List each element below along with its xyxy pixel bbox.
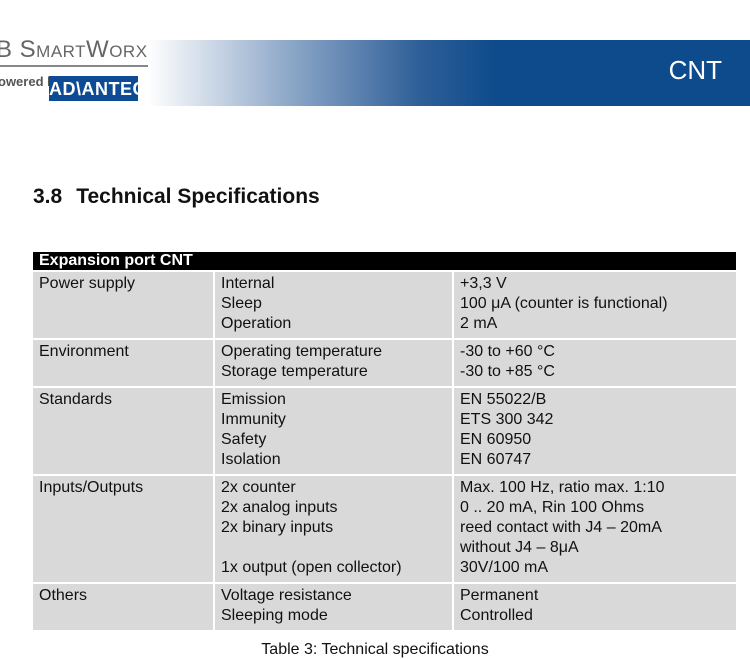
parameter-label: 2x analog inputs	[221, 499, 338, 516]
value-label: EN 60747	[460, 451, 532, 468]
parameter-cell: Internal Sleep Operation	[215, 272, 454, 338]
table-row: Inputs/Outputs 2x counter 2x analog inputs…	[33, 476, 736, 582]
value-label: ETS 300 342	[460, 411, 554, 428]
value-label: EN 60950	[460, 431, 532, 448]
parameter-cell: 2x counter 2x analog inputs 2x binary inpu…	[215, 476, 454, 582]
value-label: 2 mA	[460, 315, 498, 332]
parameter-label: Operating temperature	[221, 343, 382, 360]
category-label: Others	[39, 587, 88, 604]
powered-by-text: owered by	[0, 74, 63, 89]
header-banner: CNT	[148, 40, 750, 106]
value-label: Permanent	[460, 587, 539, 604]
advantech-logo: AD\ANTECH	[49, 76, 159, 101]
parameter-cell: Operating temperature Storage temperature	[215, 340, 454, 386]
table-row: Environment Operating temperature Storage …	[33, 340, 736, 386]
value-label: +3,3 V	[460, 275, 507, 292]
value-cell: EN 55022/B ETS 300 342 EN 60950 EN 60747	[454, 388, 736, 474]
parameter-label: Storage temperature	[221, 363, 368, 380]
logo-divider	[0, 65, 200, 67]
category-cell: Others	[33, 584, 215, 630]
value-cell: +3,3 V 100 μA (counter is functional) 2 mA	[454, 272, 736, 338]
category-label: Standards	[39, 391, 112, 408]
parameter-label: Sleep	[221, 295, 262, 312]
category-cell: Environment	[33, 340, 215, 386]
value-label: 0 .. 20 mA, Rin 100 Ohms	[460, 499, 645, 516]
value-label: without J4 – 8μA	[460, 539, 579, 556]
value-cell: Permanent Controlled	[454, 584, 736, 630]
parameter-cell: Emission Immunity Safety Isolation	[215, 388, 454, 474]
category-cell: Standards	[33, 388, 215, 474]
parameter-label: Emission	[221, 391, 286, 408]
spec-table: Expansion port CNT Power supply Internal S…	[33, 250, 736, 632]
table-row: Standards Emission Immunity Safety Isolation…	[33, 388, 736, 474]
value-label: 30V/100 mA	[460, 559, 549, 576]
parameter-label: Voltage resistance	[221, 587, 352, 604]
category-label: Inputs/Outputs	[39, 479, 144, 496]
parameter-cell: Voltage resistance Sleeping mode	[215, 584, 454, 630]
smartworx-logo: B SmartWorx	[0, 36, 148, 63]
section-number: 3.8	[33, 185, 63, 208]
category-cell: Inputs/Outputs	[33, 476, 215, 582]
value-label: 100 μA (counter is functional)	[460, 295, 668, 312]
parameter-label: 2x counter	[221, 479, 296, 496]
category-label: Power supply	[39, 275, 136, 292]
parameter-label: Sleeping mode	[221, 607, 328, 624]
value-label: EN 55022/B	[460, 391, 547, 408]
value-cell: Max. 100 Hz, ratio max. 1:10 0 .. 20 mA, …	[454, 476, 736, 582]
table-caption: Table 3: Technical specifications	[261, 641, 489, 658]
value-label: reed contact with J4 – 20mA	[460, 519, 662, 536]
category-cell: Power supply	[33, 272, 215, 338]
parameter-label: Isolation	[221, 451, 281, 468]
parameter-label: 2x binary inputs	[221, 519, 334, 536]
parameter-label: Internal	[221, 275, 275, 292]
value-label: Controlled	[460, 607, 533, 624]
section-tag: CNT	[668, 55, 722, 85]
section-title: Technical Specifications	[76, 185, 320, 208]
parameter-label: Operation	[221, 315, 292, 332]
category-label: Environment	[39, 343, 129, 360]
section-heading: 3.8 Technical Specifications	[33, 185, 320, 209]
value-cell: -30 to +60 °C -30 to +85 °C	[454, 340, 736, 386]
parameter-label: Immunity	[221, 411, 286, 428]
table-header: Expansion port CNT	[33, 252, 736, 270]
parameter-label: 1x output (open collector)	[221, 559, 402, 576]
parameter-label	[221, 538, 446, 558]
value-label: -30 to +85 °C	[460, 363, 555, 380]
table-row: Others Voltage resistance Sleeping mode Per…	[33, 584, 736, 630]
table-row: Power supply Internal Sleep Operation +3,3 V…	[33, 272, 736, 338]
value-label: -30 to +60 °C	[460, 343, 555, 360]
value-label: Max. 100 Hz, ratio max. 1:10	[460, 479, 665, 496]
parameter-label: Safety	[221, 431, 267, 448]
